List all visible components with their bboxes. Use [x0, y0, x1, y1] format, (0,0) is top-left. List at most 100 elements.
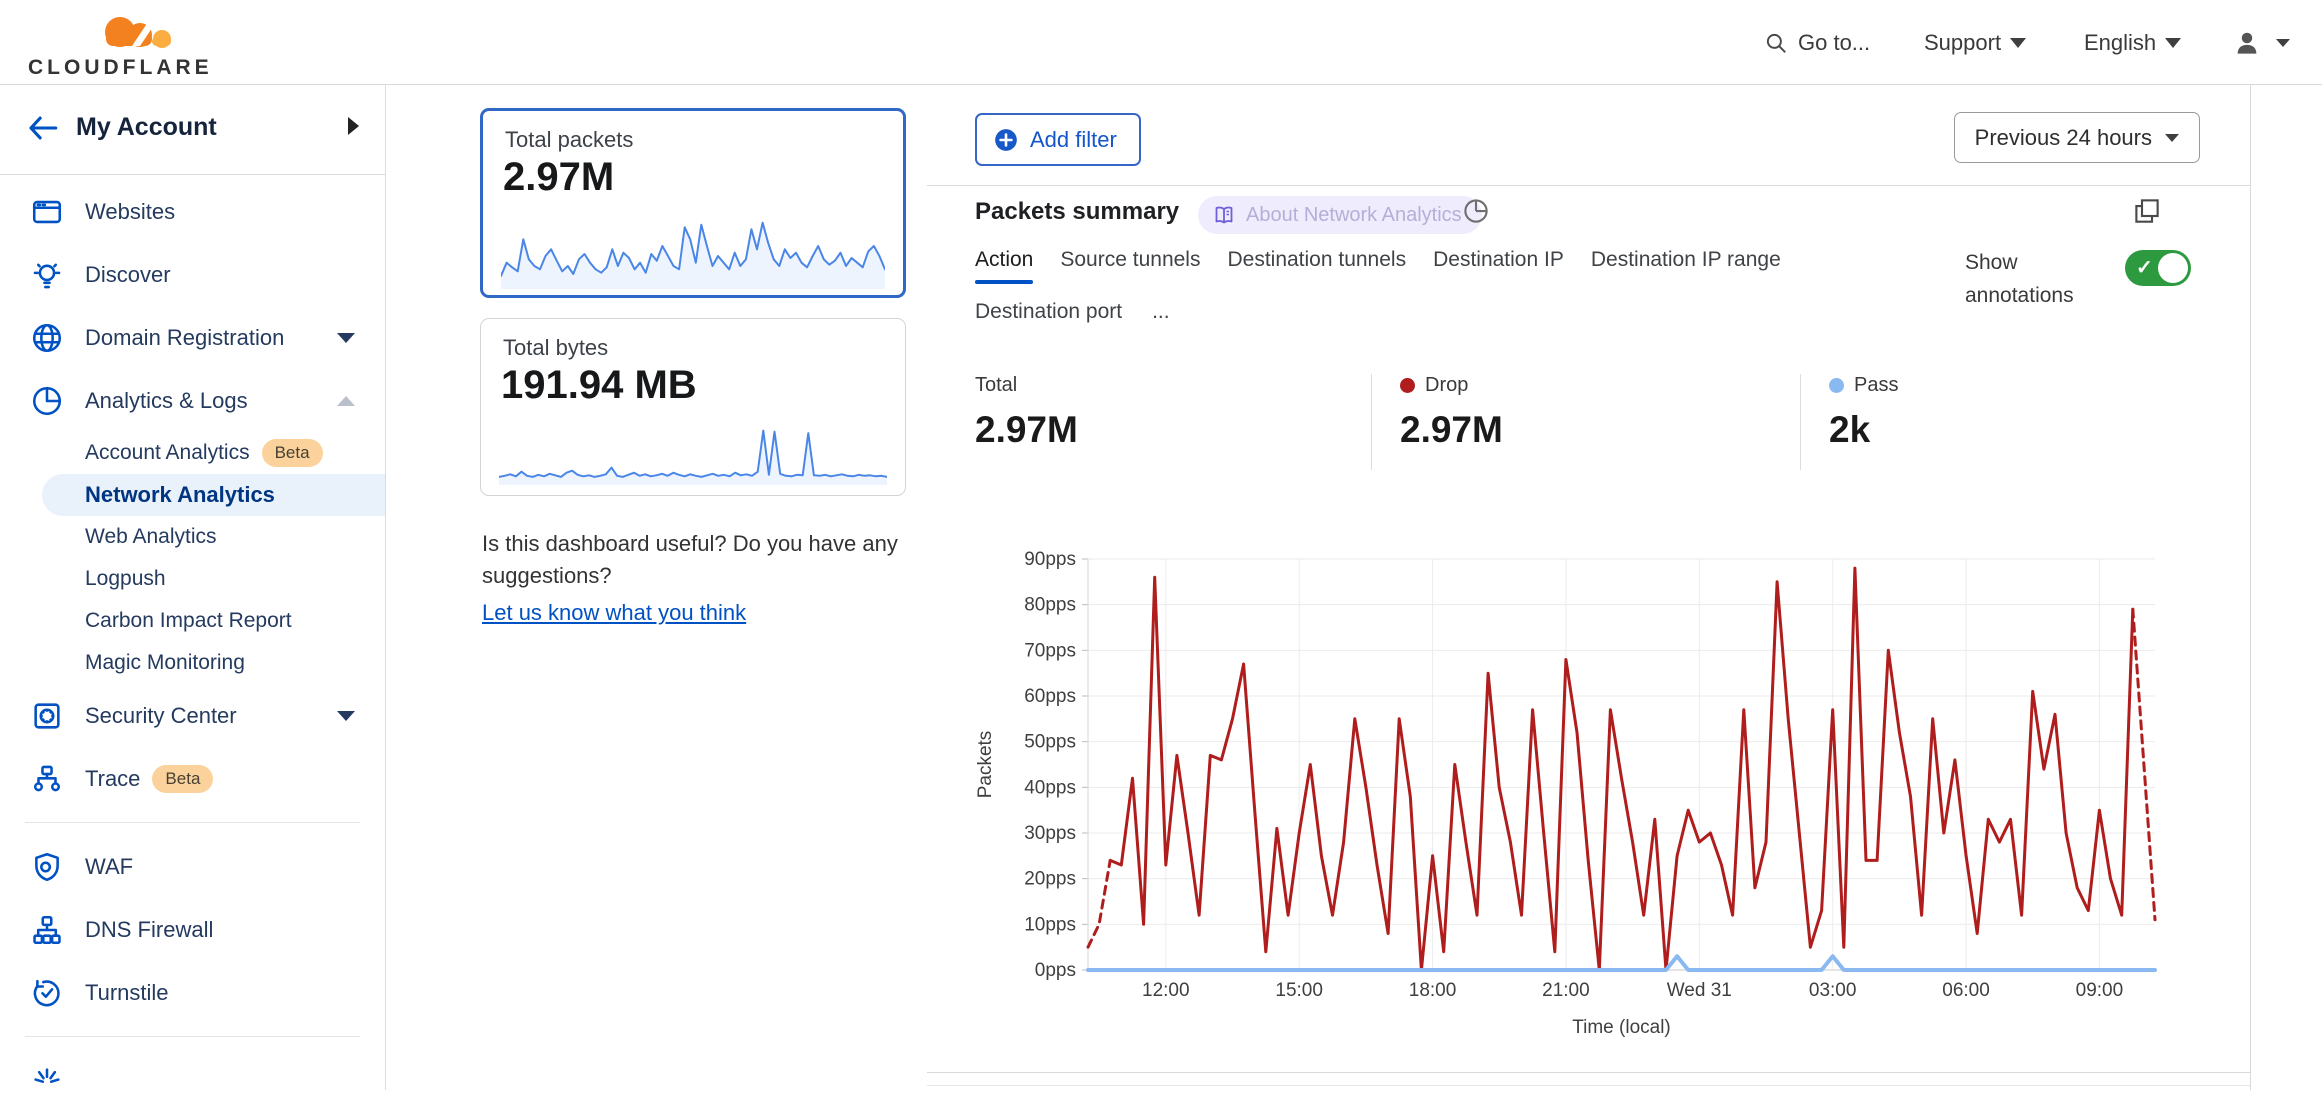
sidebar-item-label: Magic Monitoring [85, 651, 245, 674]
card-value: 2.97M [503, 155, 615, 199]
sidebar-item-network-analytics[interactable]: Network Analytics [42, 474, 385, 516]
language-menu[interactable]: English [2084, 0, 2182, 85]
sidebar-item-analytics-logs[interactable]: Analytics & Logs [0, 369, 385, 432]
cloudflare-logo[interactable]: CLOUDFLARE [28, 8, 209, 79]
beta-badge: Beta [152, 764, 214, 793]
feedback-line2: suggestions? [482, 563, 612, 588]
sidebar-item-discover[interactable]: Discover [0, 243, 385, 306]
sidebar-item-label: Domain Registration [85, 324, 285, 350]
sidebar-item-label: Turnstile [85, 979, 169, 1005]
series-dot [1829, 378, 1844, 393]
svg-text:09:00: 09:00 [2076, 980, 2124, 1001]
dns-firewall-icon [33, 915, 61, 944]
svg-text:30pps: 30pps [1024, 823, 1076, 844]
chevron-right-icon[interactable] [348, 117, 359, 135]
discover-icon [33, 263, 61, 288]
about-network-analytics-badge[interactable]: About Network Analytics [1198, 196, 1482, 234]
sidebar-item-item[interactable] [0, 1049, 385, 1112]
sidebar-item-trace[interactable]: Trace Beta [0, 747, 385, 810]
feedback-link[interactable]: Let us know what you think [482, 600, 747, 625]
sidebar-item-label: Logpush [85, 567, 166, 590]
sidebar-divider [25, 822, 360, 823]
svg-text:12:00: 12:00 [1142, 980, 1190, 1001]
expand-view-icon[interactable] [2132, 196, 2162, 226]
websites-icon [32, 200, 62, 223]
stat-label: Drop [1400, 374, 1503, 397]
sidebar-item-label: Account Analytics [85, 441, 250, 464]
sidebar-item-label: Carbon Impact Report [85, 609, 292, 632]
svg-text:06:00: 06:00 [1942, 980, 1990, 1001]
goto-search[interactable]: Go to... [1763, 0, 1870, 85]
sidebar-item-magic-monitoring[interactable]: Magic Monitoring [0, 642, 385, 684]
chevron-down-icon [2276, 38, 2290, 47]
sidebar-item-carbon-impact-report[interactable]: Carbon Impact Report [0, 600, 385, 642]
show-annotations-toggle[interactable]: ✓ [2125, 250, 2191, 286]
tab-action[interactable]: Action [975, 248, 1034, 284]
sidebar-item-waf[interactable]: WAF [0, 835, 385, 898]
sidebar-item-websites[interactable]: Websites [0, 180, 385, 243]
sidebar-divider [25, 1036, 360, 1037]
back-arrow-icon[interactable] [26, 111, 60, 145]
sidebar-item-label: Analytics & Logs [85, 387, 248, 413]
support-menu[interactable]: Support [1924, 0, 2027, 85]
sidebar-item-label: Trace [85, 765, 141, 791]
sidebar-item-web-analytics[interactable]: Web Analytics [0, 516, 385, 558]
sidebar-item-account-analytics[interactable]: Account Analytics Beta [0, 432, 385, 474]
svg-text:20pps: 20pps [1024, 869, 1076, 890]
goto-label: Go to... [1798, 29, 1871, 55]
card-value: 191.94 MB [501, 363, 697, 407]
total-packets-card[interactable]: Total packets 2.97M [480, 108, 906, 298]
analytics-pie-icon [32, 386, 62, 415]
svg-text:90pps: 90pps [1024, 549, 1076, 570]
stat-value: 2.97M [1400, 409, 1503, 450]
sidebar-item-domain-registration[interactable]: Domain Registration [0, 306, 385, 369]
tab-source-tunnels[interactable]: Source tunnels [1060, 248, 1201, 271]
filter-toolbar: Add filter Previous 24 hours [927, 85, 2250, 185]
card-title: Total bytes [503, 335, 609, 360]
card-title: Total packets [505, 127, 634, 152]
total-bytes-card[interactable]: Total bytes 191.94 MB [480, 318, 906, 496]
account-menu[interactable] [2232, 0, 2290, 85]
tab-destination-port[interactable]: Destination port [975, 300, 1123, 323]
time-range-dropdown[interactable]: Previous 24 hours [1953, 112, 2200, 163]
panel-title: Packets summary [975, 198, 1180, 225]
sidebar-item-label: Discover [85, 261, 171, 287]
dimension-tabs-row2: Destination port... [975, 300, 1170, 336]
chevron-down-icon [2165, 133, 2179, 142]
sidebar-item-turnstile[interactable]: Turnstile [0, 961, 385, 1024]
sidebar-item-label: Security Center [85, 702, 237, 728]
stat-drop: Drop 2.97M [1400, 374, 1503, 451]
chevron-down-icon [2010, 37, 2027, 48]
waf-shield-icon [35, 852, 59, 881]
tab-destination-ip-range[interactable]: Destination IP range [1590, 248, 1781, 271]
svg-text:03:00: 03:00 [1809, 980, 1857, 1001]
tab-more[interactable]: ... [1152, 300, 1170, 323]
svg-text:70pps: 70pps [1024, 640, 1076, 661]
sidebar-item-dns-firewall[interactable]: DNS Firewall [0, 898, 385, 961]
stat-pass: Pass 2k [1829, 374, 1898, 451]
user-icon [2237, 32, 2257, 54]
stat-value: 2k [1829, 409, 1871, 450]
sidebar: My Account Websites Discover Domain Regist… [0, 85, 386, 1090]
svg-text:21:00: 21:00 [1542, 980, 1590, 1001]
svg-text:15:00: 15:00 [1275, 980, 1323, 1001]
dimension-tabs-row1: Action Source tunnels Destination tunnels D… [975, 248, 1781, 284]
series-dot [1400, 378, 1415, 393]
pie-chart-icon[interactable] [1461, 196, 1491, 226]
tab-destination-ip[interactable]: Destination IP [1433, 248, 1564, 271]
chevron-down-icon [337, 710, 355, 721]
add-filter-button[interactable]: Add filter [975, 113, 1141, 166]
sidebar-item-logpush[interactable]: Logpush [0, 558, 385, 600]
svg-text:Wed 31: Wed 31 [1667, 980, 1732, 1001]
svg-text:Packets: Packets [975, 731, 996, 799]
svg-text:Time (local): Time (local) [1572, 1017, 1671, 1038]
svg-text:60pps: 60pps [1024, 686, 1076, 707]
tab-destination-tunnels[interactable]: Destination tunnels [1227, 248, 1407, 271]
time-range-label: Previous 24 hours [1974, 124, 2152, 150]
svg-text:40pps: 40pps [1024, 777, 1076, 798]
sidebar-item-security-center[interactable]: Security Center [0, 684, 385, 747]
add-filter-label: Add filter [1030, 126, 1117, 152]
next-panel-top-edge [927, 1085, 2250, 1086]
chevron-down-icon [2165, 37, 2182, 48]
check-icon: ✓ [2136, 257, 2153, 279]
